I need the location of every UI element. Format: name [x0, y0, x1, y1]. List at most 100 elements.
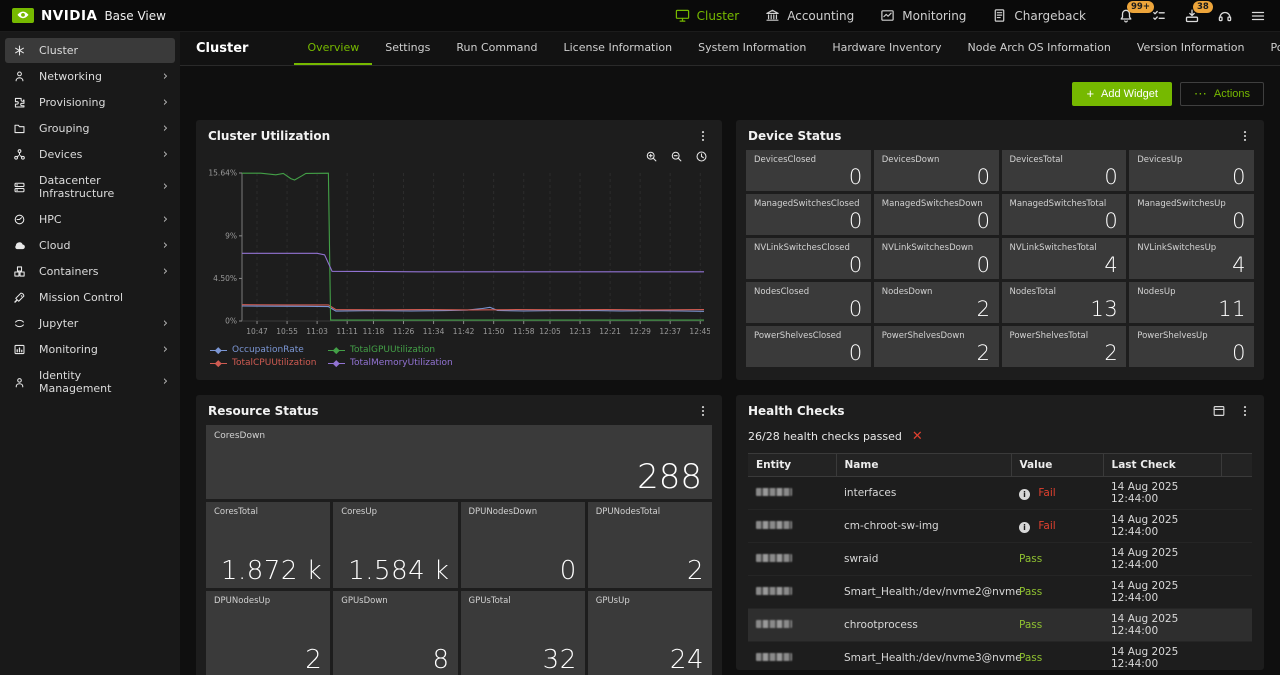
column-header[interactable]: Value [1011, 454, 1103, 477]
svg-text:12:21: 12:21 [599, 327, 621, 336]
top-nav-label: Chargeback [1014, 9, 1086, 23]
entity-redacted [756, 620, 792, 628]
stat-tile: NodesTotal 13 [1002, 282, 1127, 323]
stat-value: 4 [1232, 253, 1246, 277]
top-nav: Cluster Accounting Monitoring Chargeback [675, 8, 1112, 23]
close-icon[interactable]: ✕ [912, 429, 923, 444]
utilization-chart[interactable]: 15.64%9%4.50%0%10:4710:5511:0311:1111:18… [196, 165, 722, 343]
tab[interactable]: Overview [294, 32, 372, 65]
topbar-tool[interactable]: 38 [1184, 8, 1200, 24]
sidebar-item[interactable]: Monitoring › [5, 337, 175, 362]
check-name: chrootprocess [836, 609, 1011, 642]
check-last: 14 Aug 2025 12:44:00 [1103, 477, 1221, 510]
sidebar-item[interactable]: Networking › [5, 64, 175, 89]
column-header[interactable]: Name [836, 454, 1011, 477]
zoom-in-icon[interactable] [645, 150, 658, 163]
tab[interactable]: Version Information [1124, 32, 1258, 65]
sidebar-item[interactable]: HPC › [5, 207, 175, 232]
resource-status-tiles: CoresTotal 1.872 k CoresUp 1.584 k DPUNo… [196, 502, 722, 675]
stat-label: DevicesClosed [754, 155, 863, 165]
table-row[interactable]: swraid Pass 14 Aug 2025 12:44:00 [748, 543, 1252, 576]
top-nav-item[interactable]: Accounting [765, 8, 854, 23]
topbar-tool[interactable] [1217, 8, 1233, 24]
sidebar-item[interactable]: Datacenter Infrastructure › [5, 168, 175, 206]
sidebar-item[interactable]: Containers › [5, 259, 175, 284]
top-nav-item[interactable]: Monitoring [880, 8, 966, 23]
sidebar-item[interactable]: Identity Management › [5, 363, 175, 401]
stat-label: NVLinkSwitchesClosed [754, 243, 863, 253]
legend-item[interactable]: TotalGPUUtilization [328, 345, 708, 355]
check-last: 14 Aug 2025 12:44:00 [1103, 510, 1221, 543]
chart-toolbar [196, 150, 722, 165]
top-nav-item[interactable]: Chargeback [992, 8, 1086, 23]
stat-value: 0 [1232, 165, 1246, 189]
cluster-utilization-panel: Cluster Utilization 15.64%9%4.50%0%10:47… [196, 120, 722, 380]
stat-label: CoresUp [341, 507, 449, 517]
stat-tile: ManagedSwitchesUp 0 [1129, 194, 1254, 235]
asterisk-icon [12, 44, 27, 57]
bank-icon [765, 8, 780, 23]
stat-label: GPUsUp [596, 596, 704, 606]
tab[interactable]: Settings [372, 32, 443, 65]
sidebar-item-label: Devices [39, 148, 151, 161]
chevron-right-icon: › [163, 124, 168, 134]
entity-redacted [756, 488, 792, 496]
kebab-icon[interactable] [696, 129, 710, 143]
stat-value: 1.872 k [221, 556, 322, 586]
chevron-right-icon: › [163, 215, 168, 225]
health-checks-panel: Health Checks 26/28 health checks passed… [736, 395, 1264, 670]
clock-icon[interactable] [695, 150, 708, 163]
sidebar-item[interactable]: Devices › [5, 142, 175, 167]
kebab-icon[interactable] [696, 404, 710, 418]
entity-redacted [756, 587, 792, 595]
stat-value: 0 [1232, 341, 1246, 365]
device-status-panel: Device Status DevicesClosed 0 DevicesDow… [736, 120, 1264, 380]
tab[interactable]: System Information [685, 32, 819, 65]
table-row[interactable]: Smart_Health:/dev/nvme3@nvme Pass 14 Aug… [748, 642, 1252, 671]
stat-label: PowerShelvesDown [882, 331, 991, 341]
legend-item[interactable]: TotalMemoryUtilization [328, 358, 708, 368]
topbar-tool[interactable]: 99+ [1118, 8, 1134, 24]
stat-label: GPUsDown [341, 596, 449, 606]
kebab-icon[interactable] [1238, 404, 1252, 418]
svg-text:11:26: 11:26 [393, 327, 415, 336]
sidebar-item[interactable]: Jupyter › [5, 311, 175, 336]
top-nav-item[interactable]: Cluster [675, 8, 740, 23]
sidebar-item[interactable]: Cloud › [5, 233, 175, 258]
sidebar-item[interactable]: Provisioning › [5, 90, 175, 115]
stat-label: NodesClosed [754, 287, 863, 297]
topbar-tool[interactable] [1151, 8, 1167, 24]
table-row[interactable]: chrootprocess Pass 14 Aug 2025 12:44:00 [748, 609, 1252, 642]
stat-value: 0 [849, 297, 863, 321]
add-widget-button[interactable]: + Add Widget [1072, 82, 1171, 106]
topbar-tool[interactable] [1250, 8, 1266, 24]
stat-tile: ManagedSwitchesTotal 0 [1002, 194, 1127, 235]
tab[interactable]: Run Command [443, 32, 550, 65]
window-icon[interactable] [1212, 404, 1226, 418]
table-row[interactable]: interfaces i Fail 14 Aug 2025 12:44:00 [748, 477, 1252, 510]
check-name: Smart_Health:/dev/nvme2@nvme [836, 576, 1011, 609]
legend-item[interactable]: OccupationRate [210, 345, 328, 355]
resource-status-panel: Resource Status CoresDown 288 CoresTotal… [196, 395, 722, 675]
sidebar-item[interactable]: Cluster [5, 38, 175, 63]
column-header[interactable]: Last Check [1103, 454, 1221, 477]
tab[interactable]: License Information [550, 32, 685, 65]
svg-text:11:34: 11:34 [423, 327, 445, 336]
stat-tile: DPUNodesDown 0 [461, 502, 585, 588]
actions-button[interactable]: ⋯ Actions [1180, 82, 1264, 106]
tab[interactable]: Node Arch OS Information [955, 32, 1124, 65]
stat-tile: DevicesTotal 0 [1002, 150, 1127, 191]
tab[interactable]: Port Forwarding [1257, 32, 1280, 65]
column-header[interactable]: Entity [748, 454, 836, 477]
table-row[interactable]: cm-chroot-sw-img i Fail 14 Aug 2025 12:4… [748, 510, 1252, 543]
legend-item[interactable]: TotalCPUUtilization [210, 358, 328, 368]
zoom-out-icon[interactable] [670, 150, 683, 163]
sidebar-item[interactable]: Mission Control [5, 285, 175, 310]
stat-tile: PowerShelvesUp 0 [1129, 326, 1254, 367]
stat-tile-cores-down: CoresDown 288 [206, 425, 712, 499]
sidebar-item-label: Grouping [39, 122, 151, 135]
table-row[interactable]: Smart_Health:/dev/nvme2@nvme Pass 14 Aug… [748, 576, 1252, 609]
sidebar-item[interactable]: Grouping › [5, 116, 175, 141]
tab[interactable]: Hardware Inventory [819, 32, 954, 65]
kebab-icon[interactable] [1238, 129, 1252, 143]
